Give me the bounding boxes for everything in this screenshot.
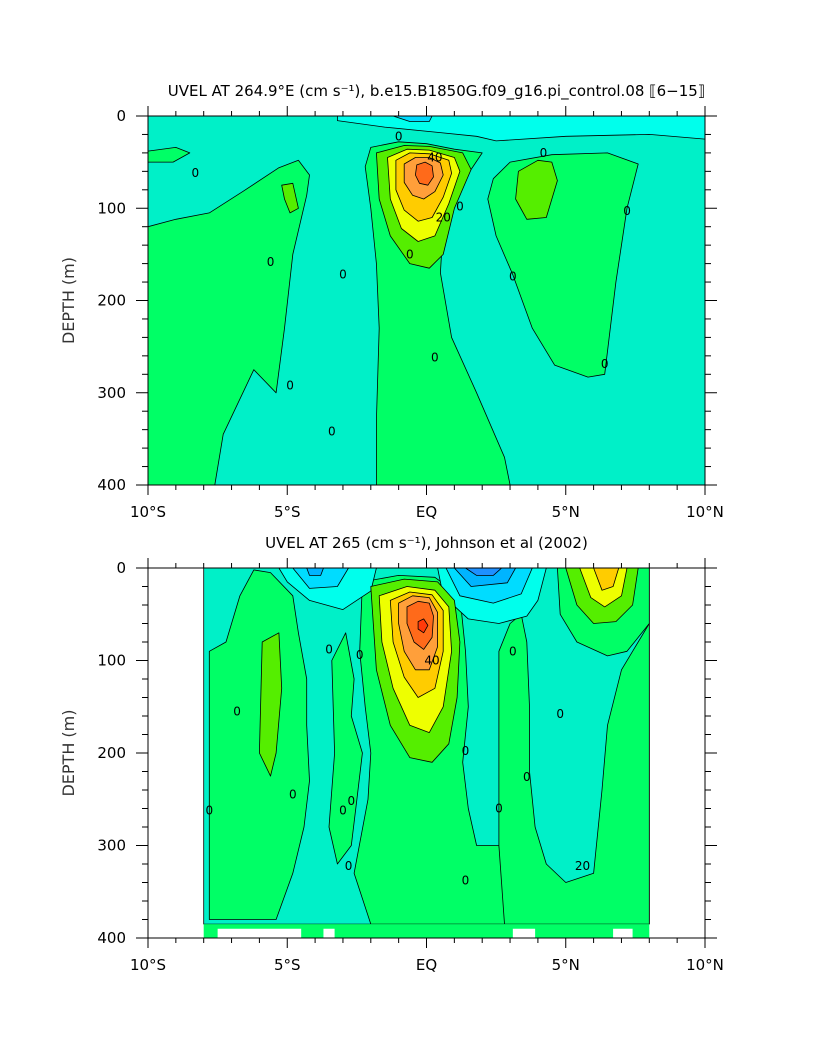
contour-region-pos20 bbox=[258, 632, 283, 777]
contour-region-pos10 bbox=[148, 159, 310, 485]
contour-region-pos20 bbox=[281, 182, 299, 214]
contour-label: 0 bbox=[495, 802, 503, 816]
contour-label: 0 bbox=[523, 770, 531, 784]
contour-label: 0 bbox=[431, 351, 439, 365]
contour-label: 0 bbox=[325, 642, 333, 656]
contour-label: 0 bbox=[205, 803, 213, 817]
contour-label: 0 bbox=[233, 704, 241, 718]
contour-region-neg30 bbox=[453, 568, 516, 587]
contour-label: 0 bbox=[623, 204, 631, 218]
y-axis-label: DEPTH (m) bbox=[59, 257, 78, 344]
y-tick-label: 100 bbox=[97, 652, 126, 670]
x-tick-label: 10°N bbox=[686, 956, 724, 974]
x-tick-label: 10°S bbox=[130, 503, 166, 521]
contour-label: 40 bbox=[427, 151, 442, 165]
contour-region-neg30 bbox=[306, 568, 324, 576]
contour-label: 0 bbox=[289, 788, 297, 802]
y-tick-label: 100 bbox=[97, 199, 126, 217]
contour-label: 0 bbox=[339, 803, 347, 817]
contour-label: 0 bbox=[356, 648, 364, 662]
contour-region-neg20 bbox=[392, 116, 433, 122]
contour-region-pos10 bbox=[148, 146, 191, 163]
contour-label: 0 bbox=[267, 255, 275, 269]
contour-label: 0 bbox=[462, 744, 470, 758]
contour-region-neg10 bbox=[336, 116, 705, 142]
panel-1: 0 0 0 0 0 0 0 0 0 0 0 0 0 20 40 UVEL AT 264.9°E (cm s⁻¹… bbox=[59, 82, 724, 521]
contour-label: 0 bbox=[509, 644, 517, 658]
missing-data bbox=[323, 928, 335, 938]
y-tick-label: 300 bbox=[97, 384, 126, 402]
contour-label: 0 bbox=[345, 859, 353, 873]
contour-region-pos60 bbox=[414, 161, 434, 186]
bottom-fill bbox=[203, 924, 650, 938]
contour-region-neg20 bbox=[292, 568, 349, 589]
contour-label: 0 bbox=[339, 268, 347, 282]
chart-title: UVEL AT 264.9°E (cm s⁻¹), b.e15.B1850G.f… bbox=[168, 82, 706, 101]
missing-data bbox=[613, 928, 633, 938]
contour-label: 0 bbox=[601, 357, 609, 371]
contour-region-pos10 bbox=[498, 613, 650, 925]
y-tick-label: 400 bbox=[97, 929, 126, 947]
x-tick-label: 10°S bbox=[130, 956, 166, 974]
contour-label: 40 bbox=[424, 654, 439, 668]
y-tick-label: 200 bbox=[97, 744, 126, 762]
chart-title: UVEL AT 265 (cm s⁻¹), Johnson et al (200… bbox=[265, 534, 588, 552]
contour-region-neg40 bbox=[465, 568, 503, 576]
contour-region-pos40 bbox=[593, 568, 620, 591]
y-tick-label: 200 bbox=[97, 292, 126, 310]
contour-label: 0 bbox=[556, 707, 564, 721]
contour-label: 0 bbox=[462, 874, 470, 888]
contour-label: 0 bbox=[347, 794, 355, 808]
plot-area: 0 0 0 0 0 0 0 0 0 0 0 0 0 20 40 bbox=[148, 116, 705, 485]
contour-label: 20 bbox=[436, 210, 451, 224]
y-axis-label: DEPTH (m) bbox=[59, 709, 78, 796]
contour-label: 0 bbox=[540, 146, 548, 160]
missing-data bbox=[217, 928, 302, 938]
y-tick-label: 300 bbox=[97, 837, 126, 855]
contour-region-pos10 bbox=[328, 632, 363, 865]
x-tick-label: EQ bbox=[416, 503, 437, 521]
missing-data bbox=[512, 928, 536, 938]
x-tick-label: 10°N bbox=[686, 503, 724, 521]
x-tick-label: EQ bbox=[416, 956, 437, 974]
contour-label: 0 bbox=[395, 129, 403, 143]
contour-region-pos70 bbox=[417, 618, 429, 634]
contour-label: 0 bbox=[406, 247, 414, 261]
contour-label: 0 bbox=[192, 166, 200, 180]
contour-label: 0 bbox=[456, 199, 464, 213]
x-tick-label: 5°S bbox=[274, 956, 301, 974]
y-tick-label: 0 bbox=[116, 559, 126, 577]
contour-label: 20 bbox=[575, 859, 590, 873]
contour-label: 0 bbox=[286, 378, 294, 392]
x-tick-label: 5°N bbox=[552, 956, 580, 974]
y-tick-label: 0 bbox=[116, 107, 126, 125]
y-tick-label: 400 bbox=[97, 476, 126, 494]
contour-label: 0 bbox=[509, 270, 517, 284]
x-tick-label: 5°N bbox=[552, 503, 580, 521]
contour-label: 0 bbox=[328, 424, 336, 438]
contour-region-pos20 bbox=[515, 159, 558, 220]
x-tick-label: 5°S bbox=[274, 503, 301, 521]
